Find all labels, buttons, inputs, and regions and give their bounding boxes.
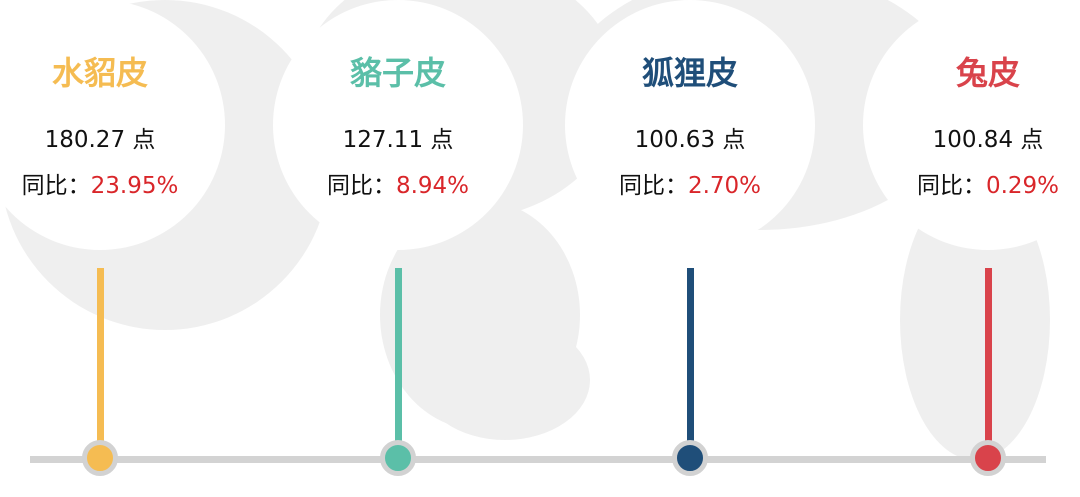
yoy-percent: 23.95%: [90, 173, 179, 199]
timeline-axis: [30, 456, 1046, 463]
timeline-stem: [985, 268, 992, 458]
yoy-change: 同比：8.94%: [268, 166, 528, 200]
yoy-percent: 8.94%: [395, 173, 470, 199]
timeline-dot: [672, 440, 708, 476]
halo: [565, 0, 815, 250]
index-value: 127.11 点: [342, 127, 454, 153]
index-value: 180.27 点: [44, 127, 156, 153]
timeline-dot: [82, 440, 118, 476]
halo: [273, 0, 523, 250]
timeline-dot: [380, 440, 416, 476]
fur-title: 狐狸皮: [641, 54, 738, 92]
fur-title: 貉子皮: [349, 54, 446, 92]
yoy-percent: 2.70%: [687, 173, 762, 199]
yoy-label: 同比：: [916, 173, 986, 199]
fur-title: 兔皮: [955, 54, 1020, 92]
yoy-label: 同比：: [618, 173, 688, 199]
timeline-stem: [97, 268, 104, 458]
timeline-dot: [970, 440, 1006, 476]
yoy-label: 同比：: [326, 173, 396, 199]
yoy-change: 同比：2.70%: [560, 166, 820, 200]
yoy-change: 同比：0.29%: [858, 166, 1080, 200]
halo: [0, 0, 225, 250]
timeline-stem: [687, 268, 694, 458]
fur-title: 水貂皮: [51, 54, 148, 92]
map-shape-australia: [420, 320, 590, 440]
yoy-label: 同比：: [21, 173, 91, 199]
index-value: 100.84 点: [932, 127, 1044, 153]
halo: [863, 0, 1080, 250]
yoy-change: 同比：23.95%: [0, 166, 230, 200]
yoy-percent: 0.29%: [985, 173, 1060, 199]
index-value: 100.63 点: [634, 127, 746, 153]
timeline-stem: [395, 268, 402, 458]
